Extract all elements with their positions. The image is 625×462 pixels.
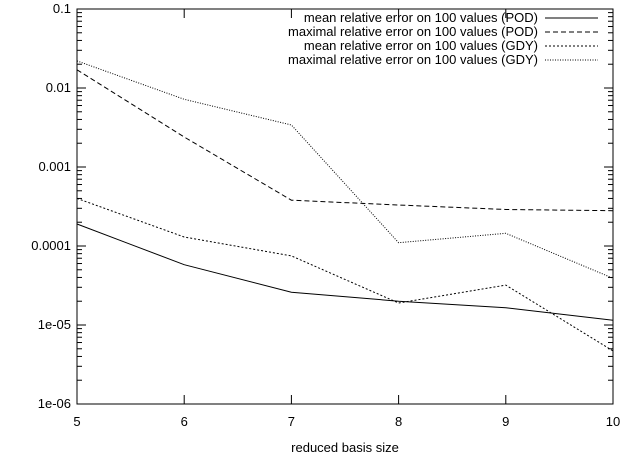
x-tick-label: 8 [395, 414, 402, 429]
legend-label: mean relative error on 100 values (POD) [304, 10, 538, 25]
legend-label: maximal relative error on 100 values (GD… [288, 52, 538, 67]
x-axis-title: reduced basis size [291, 440, 399, 455]
series-line-2 [76, 69, 614, 212]
series-layer [76, 60, 614, 352]
y-tick-label: 0.001 [38, 159, 71, 174]
plot-frame [76, 8, 614, 405]
y-tick-label: 0.0001 [31, 238, 71, 253]
series-line-3 [76, 197, 614, 352]
y-tick-label: 1e-06 [38, 396, 71, 411]
series-line-1 [76, 223, 614, 321]
x-tick-label: 10 [606, 414, 620, 429]
y-tick-label: 0.1 [53, 1, 71, 16]
x-tick-label: 7 [288, 414, 295, 429]
x-tick-label: 9 [502, 414, 509, 429]
x-tick-label: 6 [181, 414, 188, 429]
y-axis: 1e-06 1e-05 0.0001 0.001 0.01 0.1 [31, 1, 613, 411]
legend: mean relative error on 100 values (POD)m… [288, 10, 598, 67]
x-axis: 5 6 7 8 9 10 [73, 9, 620, 429]
series-line-4 [76, 60, 614, 279]
x-tick-label: 5 [73, 414, 80, 429]
legend-label: mean relative error on 100 values (GDY) [304, 38, 538, 53]
y-tick-label: 0.01 [46, 80, 71, 95]
legend-label: maximal relative error on 100 values (PO… [288, 24, 538, 39]
y-tick-label: 1e-05 [38, 317, 71, 332]
